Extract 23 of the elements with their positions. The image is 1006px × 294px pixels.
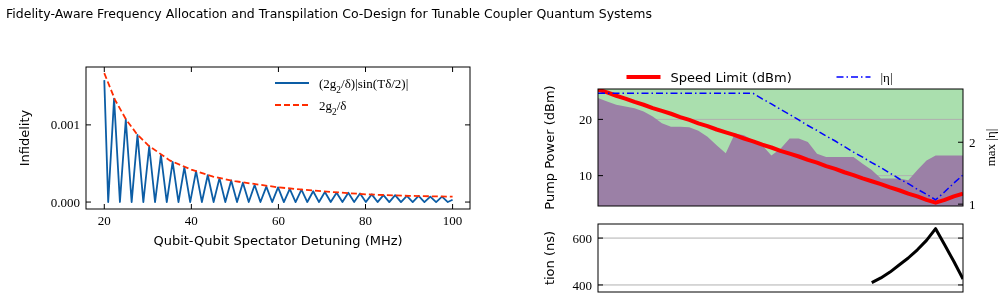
y2-axis-title: max |η|: [983, 128, 998, 167]
x-tick-label: 40: [184, 213, 198, 228]
y-axis-title: tion (ns): [542, 230, 557, 286]
y-tick-label: 20: [579, 111, 592, 127]
y-tick-label: 10: [579, 168, 592, 184]
y-tick-label: 0.000: [50, 194, 80, 210]
legend-label: |η|: [880, 69, 893, 85]
chart-title: Fidelity-Aware Frequency Allocation and Transpilation Co-Design for Tunable Coupler Quantum Systems: [6, 6, 652, 21]
x-tick-label: 100: [442, 213, 463, 228]
y2-tick-label: 1: [969, 196, 976, 212]
x-tick-label: 60: [271, 213, 285, 228]
legend-label: Speed Limit (dBm): [670, 69, 792, 85]
x-axis-title: Qubit-Qubit Spectator Detuning (MHz): [153, 233, 403, 248]
y2-tick-label: 2: [969, 134, 976, 150]
x-tick-label: 20: [97, 213, 111, 228]
y-tick-label: 0.001: [50, 117, 80, 133]
x-tick-label: 80: [359, 213, 373, 228]
y-axis-title: Infidelity: [17, 109, 32, 167]
y-tick-label: 400: [572, 277, 592, 293]
y-axis-title: Pump Power (dBm): [542, 85, 557, 210]
legend-label: 2g$_{2}$/δ: [319, 97, 347, 117]
legend-label: (2g$_{2}$/δ)|sin(Tδ/2)|: [319, 75, 409, 95]
y-tick-label: 600: [572, 230, 592, 246]
